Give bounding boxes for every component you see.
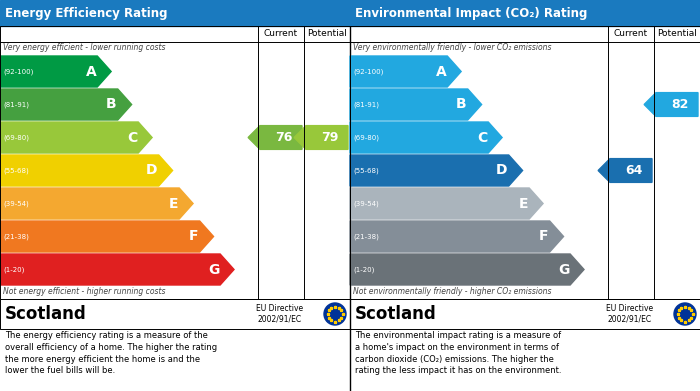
Text: (21-38): (21-38)	[353, 233, 379, 240]
Text: (39-54): (39-54)	[3, 200, 29, 207]
Text: Very energy efficient - lower running costs: Very energy efficient - lower running co…	[3, 43, 165, 52]
Polygon shape	[598, 159, 652, 182]
Bar	[0, 299, 350, 329]
Text: Potential: Potential	[307, 29, 347, 38]
Polygon shape	[644, 93, 698, 117]
Text: The energy efficiency rating is a measure of the
overall efficiency of a home. T: The energy efficiency rating is a measur…	[5, 331, 217, 375]
Polygon shape	[350, 221, 564, 252]
Polygon shape	[350, 56, 461, 87]
Polygon shape	[0, 188, 193, 219]
Text: C: C	[477, 131, 487, 145]
Text: Not environmentally friendly - higher CO₂ emissions: Not environmentally friendly - higher CO…	[353, 287, 552, 296]
Text: (55-68): (55-68)	[3, 167, 29, 174]
Bar	[0, 0, 350, 26]
Text: (21-38): (21-38)	[3, 233, 29, 240]
Text: B: B	[456, 97, 467, 111]
Text: Potential: Potential	[657, 29, 697, 38]
Polygon shape	[0, 122, 152, 153]
Text: E: E	[169, 197, 178, 210]
Text: 76: 76	[275, 131, 293, 144]
Polygon shape	[350, 188, 543, 219]
Text: (69-80): (69-80)	[3, 134, 29, 141]
Text: (92-100): (92-100)	[353, 68, 384, 75]
Bar	[350, 26, 700, 299]
Text: Energy Efficiency Rating: Energy Efficiency Rating	[5, 7, 167, 20]
Polygon shape	[0, 89, 132, 120]
Bar	[350, 299, 700, 329]
Text: Current: Current	[264, 29, 298, 38]
Polygon shape	[248, 126, 302, 149]
Text: EU Directive
2002/91/EC: EU Directive 2002/91/EC	[606, 304, 653, 324]
Text: E: E	[519, 197, 528, 210]
Text: (81-91): (81-91)	[3, 101, 29, 108]
Text: EU Directive
2002/91/EC: EU Directive 2002/91/EC	[256, 304, 303, 324]
Text: D: D	[496, 163, 507, 178]
Text: Environmental Impact (CO₂) Rating: Environmental Impact (CO₂) Rating	[355, 7, 587, 20]
Text: G: G	[558, 262, 569, 276]
Text: 79: 79	[321, 131, 339, 144]
Text: (1-20): (1-20)	[3, 266, 25, 273]
Polygon shape	[0, 155, 173, 186]
Text: 64: 64	[625, 164, 643, 177]
Text: F: F	[539, 230, 549, 244]
Text: C: C	[127, 131, 137, 145]
Polygon shape	[350, 254, 584, 285]
Bar	[350, 0, 700, 26]
Text: G: G	[208, 262, 219, 276]
Polygon shape	[350, 89, 482, 120]
Bar	[350, 26, 700, 299]
Text: Not energy efficient - higher running costs: Not energy efficient - higher running co…	[3, 287, 165, 296]
Text: (1-20): (1-20)	[353, 266, 375, 273]
Text: Scotland: Scotland	[5, 305, 87, 323]
Bar	[0, 299, 350, 329]
Circle shape	[674, 303, 696, 325]
Text: A: A	[85, 65, 97, 79]
Polygon shape	[294, 126, 348, 149]
Text: (39-54): (39-54)	[353, 200, 379, 207]
Text: A: A	[435, 65, 447, 79]
Text: The environmental impact rating is a measure of
a home's impact on the environme: The environmental impact rating is a mea…	[355, 331, 561, 375]
Bar	[0, 26, 350, 299]
Text: F: F	[189, 230, 199, 244]
Text: D: D	[146, 163, 158, 178]
Text: Current: Current	[614, 29, 648, 38]
Text: Scotland: Scotland	[355, 305, 437, 323]
Bar	[0, 26, 350, 299]
Polygon shape	[0, 221, 214, 252]
Text: (92-100): (92-100)	[3, 68, 34, 75]
Polygon shape	[0, 254, 234, 285]
Circle shape	[324, 303, 346, 325]
Text: B: B	[106, 97, 117, 111]
Polygon shape	[350, 155, 523, 186]
Bar	[350, 299, 700, 329]
Text: (55-68): (55-68)	[353, 167, 379, 174]
Text: (81-91): (81-91)	[353, 101, 379, 108]
Text: Very environmentally friendly - lower CO₂ emissions: Very environmentally friendly - lower CO…	[353, 43, 552, 52]
Text: 82: 82	[671, 98, 689, 111]
Text: (69-80): (69-80)	[353, 134, 379, 141]
Polygon shape	[350, 122, 502, 153]
Polygon shape	[0, 56, 111, 87]
